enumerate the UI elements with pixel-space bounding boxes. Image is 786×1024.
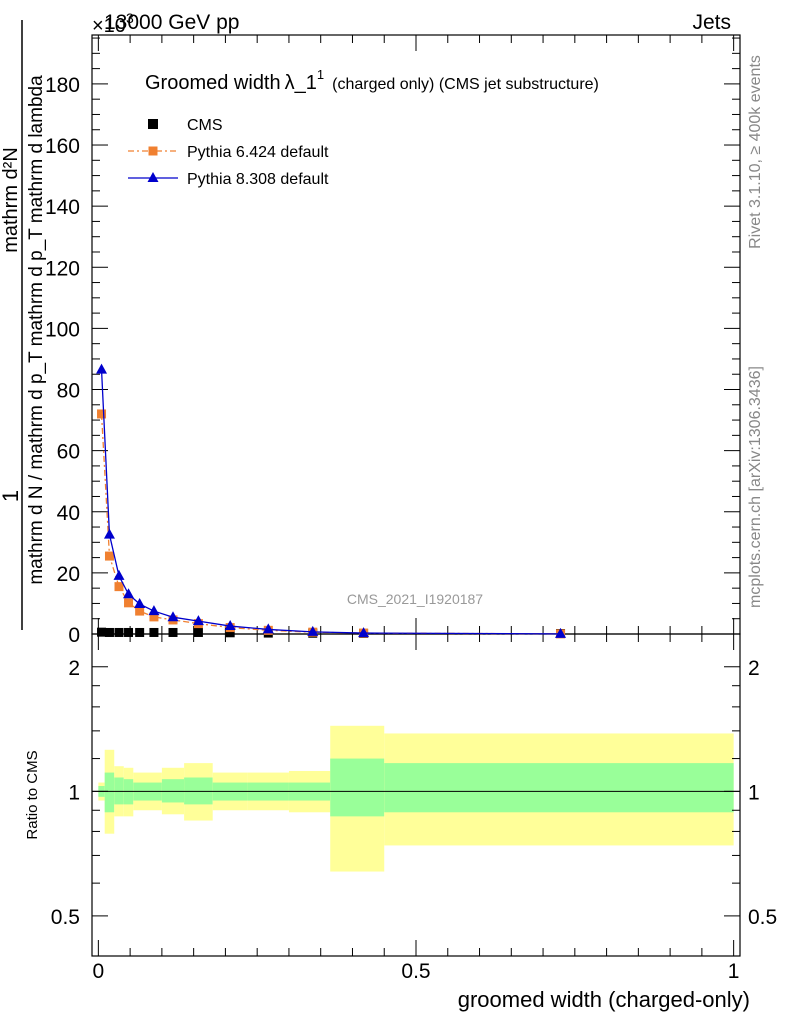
x-tick-label: 0 xyxy=(93,960,105,983)
main-y-tick-label: 60 xyxy=(57,441,80,464)
main-y-tick-label: 120 xyxy=(45,257,80,280)
data-point-cms xyxy=(168,627,178,637)
ratio-y-tick-label: 1 xyxy=(68,781,80,804)
beam-energy-label: 13000 GeV pp xyxy=(104,11,239,34)
main-y-tick-label: 180 xyxy=(45,74,80,97)
data-point-pythia8 xyxy=(103,528,115,539)
data-point-pythia6 xyxy=(114,582,124,592)
main-y-tick-label: 40 xyxy=(57,502,80,525)
legend-marker-pythia8 xyxy=(147,172,159,182)
rivet-label: Rivet 3.1.10, ≥ 400k events xyxy=(747,55,764,249)
data-point-pythia8 xyxy=(224,620,236,631)
data-point-pythia8 xyxy=(113,569,125,580)
data-point-pythia6 xyxy=(149,612,159,622)
data-point-pythia6 xyxy=(104,551,114,561)
analysis-watermark: CMS_2021_I1920187 xyxy=(347,591,483,607)
main-y-tick-label: 160 xyxy=(45,135,80,158)
data-point-cms xyxy=(193,627,203,637)
y-label-numerator: 1 xyxy=(0,490,23,502)
ratio-y-tick-label: 0.5 xyxy=(748,906,777,929)
data-point-pythia8 xyxy=(358,627,370,638)
ratio-y-tick-label: 1 xyxy=(748,781,760,804)
legend: CMS Pythia 6.424 default Pythia 8.308 defa… xyxy=(128,117,329,188)
data-point-cms xyxy=(104,627,114,637)
data-point-pythia8 xyxy=(555,627,567,638)
main-y-tick-label: 100 xyxy=(45,318,80,341)
main-y-tick-label: 140 xyxy=(45,196,80,219)
main-axes: 0 20 40 60 80 100 120 140 160 180 xyxy=(45,34,741,647)
process-label: Jets xyxy=(692,11,731,34)
ratio-band-inner xyxy=(161,779,185,803)
data-point-pythia6 xyxy=(97,409,107,419)
data-point-pythia8 xyxy=(134,598,146,609)
data-point-pythia8 xyxy=(307,625,319,636)
x-tick-label: 0.5 xyxy=(401,960,430,983)
main-frame xyxy=(91,34,741,635)
x-tick-label: 1 xyxy=(728,960,740,983)
main-y-tick-label: 80 xyxy=(57,380,80,403)
legend-label: Pythia 6.424 default xyxy=(187,144,329,161)
data-point-cms xyxy=(225,628,235,638)
data-point-pythia6 xyxy=(124,598,134,608)
main-y-tick-label: 0 xyxy=(68,624,80,647)
legend-label: Pythia 8.308 default xyxy=(187,171,329,188)
legend-label: CMS xyxy=(187,117,223,134)
ratio-y-tick-label: 2 xyxy=(748,657,760,680)
data-point-cms xyxy=(124,627,134,637)
data-point-pythia6 xyxy=(135,606,145,616)
x-axis-label: groomed width (charged-only) xyxy=(458,987,750,1012)
data-point-pythia8 xyxy=(148,605,160,616)
data-point-pythia8 xyxy=(167,611,179,622)
ratio-band-inner xyxy=(384,763,734,813)
ratio-y-axis-label: Ratio to CMS xyxy=(24,750,41,839)
series-layer xyxy=(96,363,567,639)
legend-marker-cms xyxy=(148,119,158,129)
ratio-bands xyxy=(92,725,740,872)
main-y-tick-label: 20 xyxy=(57,563,80,586)
data-point-cms xyxy=(149,627,159,637)
main-y-axis-label: 1 mathrm d²N mathrm d N / mathrm d p_T m… xyxy=(0,20,47,630)
exponent-label: ×103 xyxy=(92,10,134,37)
data-point-pythia8 xyxy=(192,615,204,626)
data-point-cms xyxy=(135,627,145,637)
series-line-pythia8 xyxy=(100,369,561,635)
data-point-cms xyxy=(114,627,124,637)
ratio-band-inner xyxy=(330,758,385,817)
ratio-y-tick-label: 0.5 xyxy=(51,906,80,929)
legend-marker-pythia6 xyxy=(148,146,158,156)
data-point-pythia8 xyxy=(123,588,135,599)
ratio-band-inner xyxy=(104,772,115,813)
y-label-denominator: mathrm d N / mathrm d p_T mathrm d p_T m… xyxy=(26,75,47,585)
data-point-pythia8 xyxy=(262,623,274,634)
plot-title: Groomed width λ_11(charged only) (CMS jet… xyxy=(145,67,599,94)
series-line-pythia6 xyxy=(100,413,561,635)
ratio-axes: 0.5 0.51 12 20 0.5 1 xyxy=(51,35,777,983)
data-point-cms xyxy=(97,627,107,637)
ratio-y-tick-label: 2 xyxy=(68,657,80,680)
y-label-top: mathrm d²N xyxy=(0,147,22,253)
data-point-pythia8 xyxy=(96,363,108,374)
mcplots-label: mcplots.cern.ch [arXiv:1306.3436] xyxy=(747,366,764,608)
